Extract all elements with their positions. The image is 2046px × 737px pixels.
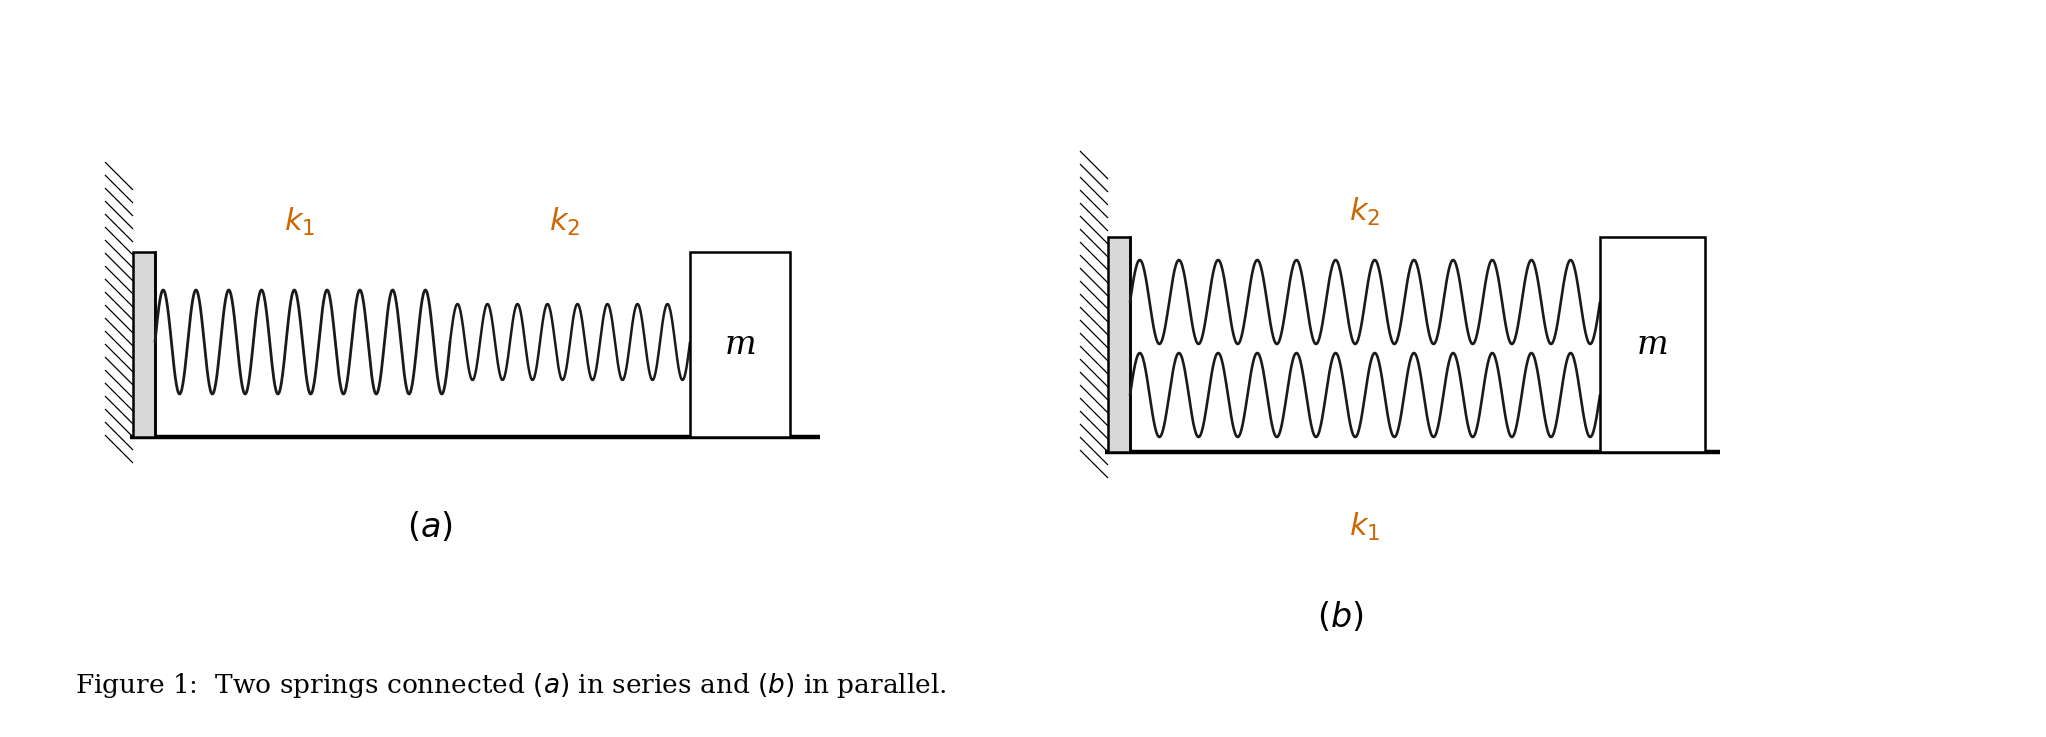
Text: m: m (724, 329, 755, 360)
Bar (690, 252, 790, 437)
Text: Figure 1:  Two springs connected $(a)$ in series and $(b)$ in parallel.: Figure 1: Two springs connected $(a)$ in… (76, 671, 947, 699)
Text: m: m (1637, 329, 1667, 360)
Text: $k_2$: $k_2$ (1350, 196, 1381, 228)
Bar (1109, 237, 1129, 452)
Text: $k_1$: $k_1$ (1350, 511, 1381, 543)
Text: $(a)$: $(a)$ (407, 510, 452, 544)
Text: $k_2$: $k_2$ (550, 206, 581, 238)
Text: $k_1$: $k_1$ (284, 206, 315, 238)
Text: $(b)$: $(b)$ (1318, 600, 1363, 634)
Bar (133, 252, 155, 437)
Bar (1600, 237, 1704, 452)
